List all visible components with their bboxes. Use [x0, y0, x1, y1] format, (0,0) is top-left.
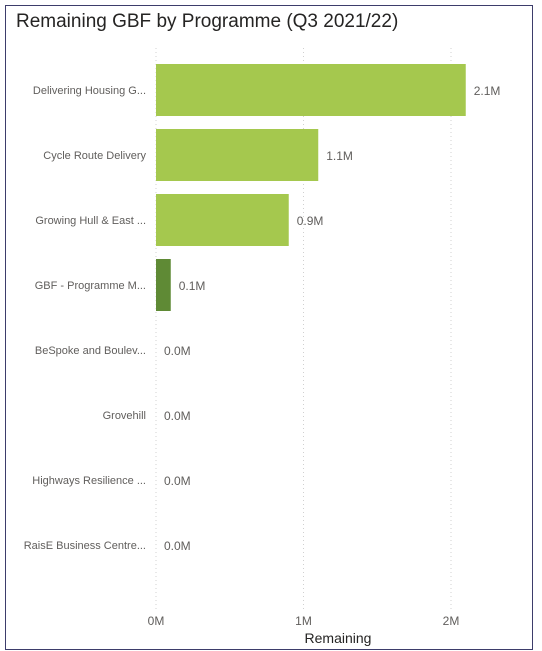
- category-label: Cycle Route Delivery: [43, 150, 146, 162]
- bar[interactable]: [156, 194, 289, 246]
- chart-card: Remaining GBF by Programme (Q3 2021/22) …: [5, 5, 533, 650]
- chart-title: Remaining GBF by Programme (Q3 2021/22): [16, 11, 399, 32]
- bar[interactable]: [156, 259, 171, 311]
- bar-chart: Delivering Housing G... 2.1M Cycle Route D…: [24, 48, 501, 646]
- data-label: 2.1M: [474, 84, 501, 98]
- bar[interactable]: [156, 129, 319, 181]
- data-label: 0.1M: [179, 279, 206, 293]
- category-label: Highways Resilience ...: [32, 475, 146, 487]
- category-label: Grovehill: [103, 410, 146, 422]
- category-label: BeSpoke and Boulev...: [35, 345, 146, 357]
- x-axis-title: Remaining: [305, 630, 372, 646]
- category-label: GBF - Programme M...: [35, 280, 146, 292]
- data-label: 1.1M: [326, 149, 353, 163]
- data-label: 0.0M: [164, 409, 191, 423]
- x-tick-label: 1M: [295, 614, 312, 628]
- category-label: RaisE Business Centre...: [24, 540, 146, 552]
- data-label: 0.0M: [164, 474, 191, 488]
- x-tick-label: 0M: [148, 614, 165, 628]
- data-label: 0.0M: [164, 344, 191, 358]
- x-tick-label: 2M: [443, 614, 460, 628]
- category-label: Growing Hull & East ...: [35, 215, 146, 227]
- bar[interactable]: [156, 64, 466, 116]
- data-label: 0.0M: [164, 539, 191, 553]
- category-label: Delivering Housing G...: [33, 85, 146, 97]
- data-label: 0.9M: [297, 214, 324, 228]
